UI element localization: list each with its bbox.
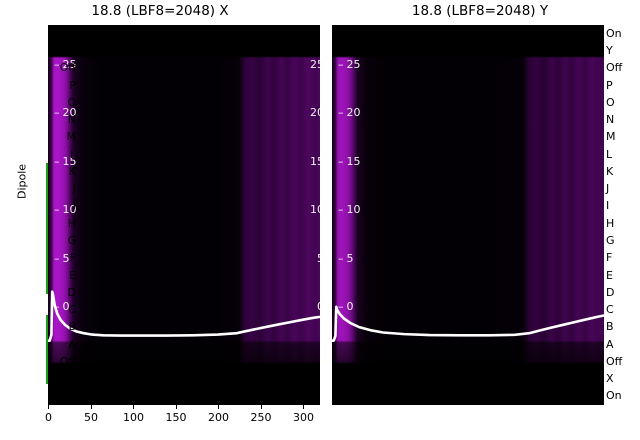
channel-label: K xyxy=(68,164,76,178)
channel-label: On xyxy=(606,389,622,403)
channel-label: I xyxy=(606,199,610,213)
selection-marker-lower xyxy=(46,315,48,385)
channel-label: F xyxy=(69,251,76,265)
channel-label: Off xyxy=(606,354,623,368)
channel-label: O xyxy=(606,95,615,109)
channel-label: On xyxy=(606,26,622,40)
xtick: 300 xyxy=(293,405,314,424)
xtick: 0 xyxy=(45,405,52,424)
panel-y-title: 18.8 (LBF8=2048) Y xyxy=(411,3,549,19)
channel-label: O xyxy=(67,95,76,109)
heatmap-row-mask-y xyxy=(332,25,604,405)
channel-label: L xyxy=(69,147,76,161)
channel-label: A xyxy=(68,337,76,351)
panel-y: 18.8 (LBF8=2048) Y –0 –5 –10 –15 –20 –25… xyxy=(320,0,640,440)
channel-label: Y xyxy=(606,43,613,57)
selection-marker-upper xyxy=(46,163,48,295)
channel-label: D xyxy=(606,285,615,299)
channel-label: J xyxy=(606,182,610,196)
channel-label: Off xyxy=(59,354,76,368)
heatmap-axes-x[interactable]: –0 –5 –10 –15 –20 –25 0 5 10 15 20 25 xyxy=(48,25,320,405)
channel-label: L xyxy=(606,147,613,161)
channel-label: M xyxy=(66,130,77,144)
channel-label: On xyxy=(60,389,76,403)
channel-label: P xyxy=(69,78,76,92)
xtick: 200 xyxy=(208,405,229,424)
xaxis-x: 0 50 100 150 200 250 300 xyxy=(45,405,320,440)
channel-label: E xyxy=(606,268,613,282)
channel-label: H xyxy=(67,216,76,230)
channel-label: Off xyxy=(606,61,623,75)
channel-label: Y xyxy=(69,43,76,57)
channel-label: E xyxy=(69,268,76,282)
power-curve-x xyxy=(48,290,320,342)
channel-label: F xyxy=(606,251,613,265)
channel-label: B xyxy=(606,320,614,334)
channel-label: K xyxy=(606,164,614,178)
xtick: 250 xyxy=(251,405,272,424)
channel-label: P xyxy=(606,78,613,92)
channel-label: A xyxy=(606,337,614,351)
xtick: 100 xyxy=(123,405,144,424)
channel-label: On xyxy=(60,26,76,40)
channel-label: D xyxy=(67,285,76,299)
xtick: 50 xyxy=(84,405,98,424)
channel-label: Off xyxy=(59,61,76,75)
channel-labels-left: On Y Off P O N M L K J I H G F E D C B A Off X On xyxy=(8,25,76,405)
xtick: 150 xyxy=(166,405,187,424)
power-curve-y xyxy=(332,305,604,342)
channel-label: C xyxy=(606,303,614,316)
panel-x-title: 18.8 (LBF8=2048) X xyxy=(91,3,229,19)
channel-label: N xyxy=(606,113,615,126)
channel-label: J xyxy=(72,182,76,196)
channel-label: X xyxy=(68,372,76,386)
heatmap-axes-y[interactable]: –0 –5 –10 –15 –20 –25 xyxy=(332,25,604,405)
channel-label: B xyxy=(68,320,76,334)
channel-label: I xyxy=(72,199,76,213)
channel-label: G xyxy=(606,233,615,247)
channel-label: X xyxy=(606,372,614,386)
channel-label: N xyxy=(67,113,76,126)
heatmap-row-mask-x xyxy=(48,25,320,405)
channel-label: C xyxy=(68,303,76,316)
channel-label: G xyxy=(67,233,76,247)
channel-label: M xyxy=(606,130,616,144)
channel-labels-right: On Y Off P O N M L K J I H G F E D C B A Off X On xyxy=(606,25,640,405)
channel-label: H xyxy=(606,216,615,230)
